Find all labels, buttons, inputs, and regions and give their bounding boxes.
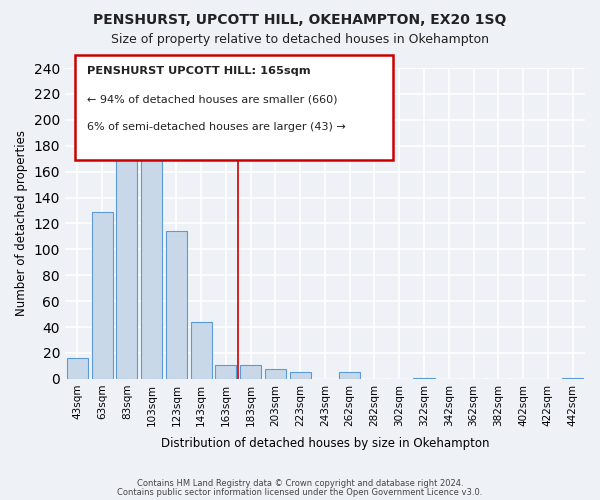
Bar [92,212,113,379]
Text: Size of property relative to detached houses in Okehampton: Size of property relative to detached ho… [111,32,489,46]
Bar [240,364,261,379]
Text: Contains public sector information licensed under the Open Government Licence v3: Contains public sector information licen… [118,488,482,497]
Bar [339,372,360,379]
Bar [116,154,137,379]
Bar [215,364,236,379]
Bar [413,378,434,379]
Bar [166,231,187,379]
Text: PENSHURST, UPCOTT HILL, OKEHAMPTON, EX20 1SQ: PENSHURST, UPCOTT HILL, OKEHAMPTON, EX20… [94,12,506,26]
Bar [67,358,88,379]
X-axis label: Distribution of detached houses by size in Okehampton: Distribution of detached houses by size … [161,437,489,450]
Y-axis label: Number of detached properties: Number of detached properties [15,130,28,316]
Text: 6% of semi-detached houses are larger (43) →: 6% of semi-detached houses are larger (4… [87,122,346,132]
Text: PENSHURST UPCOTT HILL: 165sqm: PENSHURST UPCOTT HILL: 165sqm [87,66,311,76]
Bar [290,372,311,379]
Bar [191,322,212,379]
Text: Contains HM Land Registry data © Crown copyright and database right 2024.: Contains HM Land Registry data © Crown c… [137,478,463,488]
Bar [562,378,583,379]
Text: ← 94% of detached houses are smaller (660): ← 94% of detached houses are smaller (66… [87,95,337,105]
Bar [265,368,286,379]
Bar [141,138,162,379]
